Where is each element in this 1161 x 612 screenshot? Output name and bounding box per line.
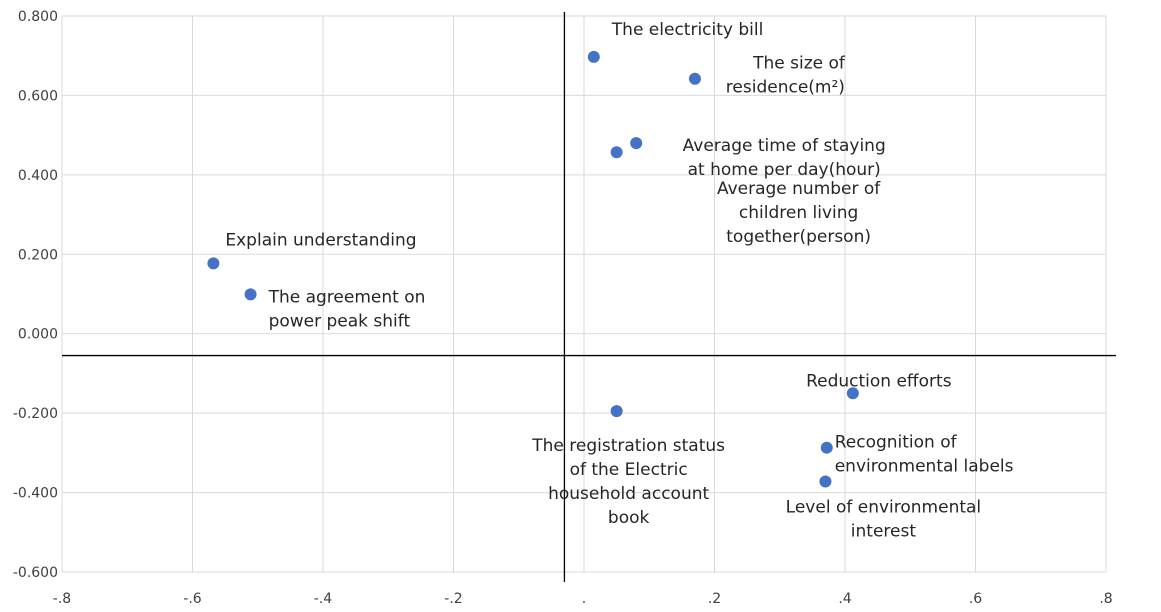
point-label: The registration status of the Electric ho… — [531, 436, 725, 528]
point-label-line: children living — [739, 203, 858, 223]
point-label-line: Explain understanding — [225, 230, 416, 250]
point-label-line: Reduction efforts — [806, 371, 952, 391]
point-label-line: household account — [548, 484, 709, 504]
point-label-line: together(person) — [726, 227, 871, 247]
data-point — [846, 387, 859, 400]
tick-labels: 0.800 0.600 0.400 0.200 0.000 -0.200 -0.400 -0.… — [13, 9, 1113, 607]
y-tick-label: -0.600 — [13, 565, 58, 581]
data-point — [244, 288, 257, 301]
x-tick-label: . — [582, 591, 586, 607]
point-label-line: Recognition of — [835, 433, 958, 453]
x-tick-label: -.8 — [53, 591, 71, 607]
point-label-line: The electricity bill — [611, 20, 764, 40]
x-tick-label: .2 — [708, 591, 721, 607]
x-tick-label: .4 — [838, 591, 851, 607]
x-tick-label: .8 — [1099, 591, 1112, 607]
point-label-line: book — [608, 508, 650, 528]
data-point — [207, 257, 220, 270]
point-label: The size of residence(m²) — [726, 54, 846, 98]
data-points — [207, 50, 859, 488]
point-label-line: residence(m²) — [726, 78, 845, 98]
data-point — [587, 50, 600, 63]
x-tick-label: .6 — [969, 591, 982, 607]
point-label: Reduction efforts — [806, 371, 952, 391]
point-label-line: Average number of — [717, 179, 881, 199]
point-label: The electricity bill — [611, 20, 764, 40]
grid — [61, 15, 1107, 573]
data-point — [820, 441, 833, 454]
data-point — [610, 146, 623, 159]
point-label-line: of the Electric — [570, 460, 688, 480]
point-label: Average time of staying at home per day(h… — [683, 136, 886, 180]
y-tick-label: -0.400 — [13, 486, 58, 502]
point-label: Explain understanding — [225, 230, 416, 250]
point-labels: Explain understanding The agreement on pow… — [225, 20, 1013, 542]
x-tick-label: -.2 — [444, 591, 462, 607]
point-label-line: Level of environmental — [786, 497, 981, 517]
y-tick-label: 0.200 — [18, 247, 58, 263]
data-point — [688, 72, 701, 85]
point-label-line: The agreement on — [268, 287, 426, 307]
data-point — [610, 405, 623, 418]
y-tick-label: 0.600 — [18, 88, 58, 104]
point-label-line: Average time of staying — [683, 136, 886, 156]
point-label-line: environmental labels — [835, 457, 1014, 477]
y-tick-label: 0.800 — [18, 9, 58, 25]
y-tick-label: -0.200 — [13, 406, 58, 422]
point-label-line: at home per day(hour) — [688, 160, 881, 180]
point-label: Level of environmental interest — [786, 497, 981, 541]
y-tick-label: 0.400 — [18, 168, 58, 184]
axes — [62, 12, 1116, 582]
point-label-line: power peak shift — [269, 311, 411, 331]
x-tick-label: -.4 — [314, 591, 333, 607]
data-point — [819, 475, 832, 488]
data-point — [630, 137, 643, 150]
y-tick-label: 0.000 — [18, 327, 58, 343]
point-label: Recognition of environmental labels — [835, 433, 1014, 477]
point-label: The agreement on power peak shift — [268, 287, 426, 331]
point-label-line: The size of — [752, 54, 846, 74]
x-tick-label: -.6 — [183, 591, 202, 607]
point-label-line: interest — [851, 521, 917, 541]
point-label-line: The registration status — [531, 436, 725, 456]
point-label: Average number of children living together… — [717, 179, 881, 247]
